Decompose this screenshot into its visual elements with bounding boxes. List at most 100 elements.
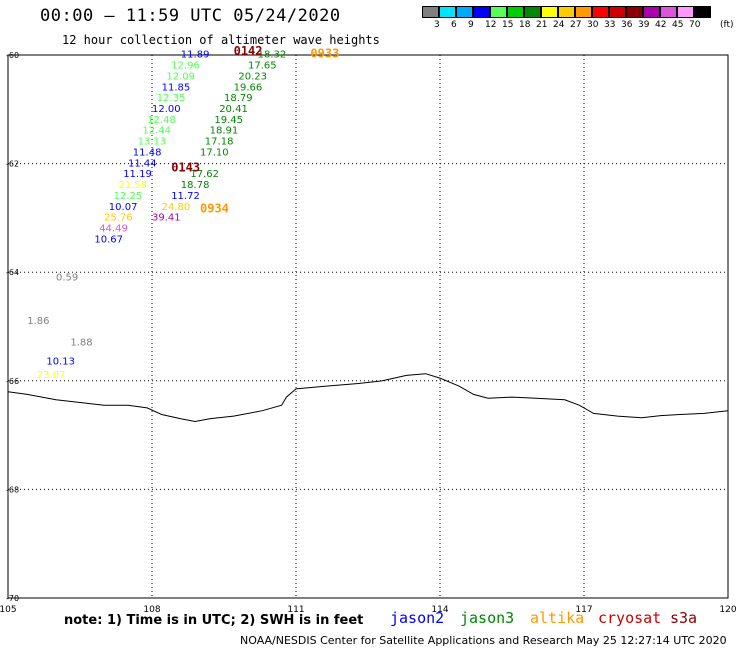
map-subtitle: 12 hour collection of altimeter wave hei… (62, 33, 380, 47)
map-title: 00:00 – 11:59 UTC 05/24/2020 (40, 6, 341, 26)
colorbar-label: 42 (655, 20, 667, 30)
legend-item-cryosat: cryosat (598, 609, 662, 627)
colorbar (422, 6, 711, 18)
colorbar-swatch (558, 6, 575, 18)
pass-time-label: 0143 (171, 161, 200, 175)
lat-tick-label: -68 (6, 485, 19, 494)
legend-item-altika: altika (530, 609, 585, 627)
colorbar-label: 36 (621, 20, 633, 30)
colorbar-swatch (473, 6, 490, 18)
lon-tick-label: 111 (287, 605, 304, 615)
lon-tick-label: 120 (719, 605, 736, 615)
wave-height-label: 24.80 (162, 202, 191, 213)
colorbar-label: 39 (638, 20, 650, 30)
wave-height-label: 12.25 (114, 191, 143, 202)
colorbar-swatch (592, 6, 609, 18)
wave-height-label: 12.96 (171, 61, 200, 72)
wave-height-label: 10.13 (46, 357, 75, 368)
wave-height-label: 18.78 (181, 180, 210, 191)
pass-time-label: 0934 (200, 201, 229, 215)
legend-item-s3a: s3a (670, 609, 698, 627)
colorbar-label: 70 (689, 20, 701, 30)
colorbar-unit: (ft) (720, 20, 734, 30)
colorbar-label: 12 (485, 20, 497, 30)
wave-height-label: 20.23 (238, 71, 267, 82)
wave-height-label: 11.48 (133, 147, 162, 158)
wave-height-label: 12.09 (166, 71, 195, 82)
wave-height-label: 12.00 (152, 104, 181, 115)
colorbar-label: 15 (502, 20, 514, 30)
lat-tick-label: -62 (6, 160, 19, 169)
colorbar-swatch (439, 6, 456, 18)
wave-height-label: 11.19 (123, 169, 152, 180)
colorbar-swatch (643, 6, 660, 18)
wave-height-label: 10.07 (109, 202, 138, 213)
legend-item-jason2: jason2 (390, 609, 445, 627)
colorbar-swatch (626, 6, 643, 18)
wave-height-label: 25.76 (104, 213, 133, 224)
lon-tick-label: 117 (575, 605, 592, 615)
wave-height-label: 0.59 (56, 272, 78, 283)
wave-height-label: 44.49 (99, 223, 128, 234)
lat-tick-label: -64 (6, 268, 19, 277)
wave-height-label: 11.44 (128, 158, 157, 169)
colorbar-swatch (609, 6, 626, 18)
map-frame (7, 54, 729, 599)
colorbar-label: 9 (468, 20, 474, 30)
wave-height-label: 11.89 (181, 50, 210, 61)
wave-height-label: 39.41 (152, 213, 181, 224)
colorbar-swatch (422, 6, 439, 18)
coastline (7, 373, 729, 423)
lon-tick-label: 114 (431, 605, 448, 615)
colorbar-label: 21 (536, 20, 548, 30)
wave-height-label: 17.62 (190, 169, 219, 180)
wave-height-label: 12.48 (147, 115, 176, 126)
colorbar-label: 18 (519, 20, 531, 30)
colorbar-swatch (694, 6, 711, 18)
colorbar-labels: 3 6 9 12 15 18 21 24 27 30 33 36 39 42 45 70 (ft) (422, 20, 740, 34)
colorbar-swatch (541, 6, 558, 18)
colorbar-label: 27 (570, 20, 582, 30)
lon-tick-label: 108 (143, 605, 160, 615)
wave-height-label: 19.45 (214, 115, 243, 126)
colorbar-swatch (456, 6, 473, 18)
wave-height-label: 17.10 (200, 147, 229, 158)
colorbar-swatch (660, 6, 677, 18)
pass-time-label: 0142 (234, 44, 263, 58)
wave-height-label: 18.91 (210, 126, 239, 137)
colorbar-swatch (507, 6, 524, 18)
colorbar-swatch (490, 6, 507, 18)
pass-time-label: 0933 (310, 47, 339, 61)
colorbar-label: 30 (587, 20, 599, 30)
wave-height-label: 19.66 (234, 82, 263, 93)
wave-height-label: 17.65 (248, 61, 277, 72)
wave-height-label: 13.13 (138, 137, 167, 148)
wave-height-label: 12.35 (157, 93, 186, 104)
colorbar-swatch (575, 6, 592, 18)
colorbar-label: 3 (434, 20, 440, 30)
wave-height-label: 12.44 (142, 126, 171, 137)
wave-height-label: 11.72 (171, 191, 200, 202)
wave-height-label: 21.58 (118, 180, 147, 191)
colorbar-label: 24 (553, 20, 565, 30)
colorbar-label: 45 (672, 20, 684, 30)
wave-height-label: 20.41 (219, 104, 248, 115)
legend-item-jason3: jason3 (460, 609, 515, 627)
wave-height-label: 1.88 (70, 338, 92, 349)
colorbar-label: 6 (451, 20, 457, 30)
lat-tick-label: -70 (6, 594, 19, 603)
credit-line: NOAA/NESDIS Center for Satellite Applica… (240, 634, 727, 647)
wave-height-label: 18.79 (224, 93, 253, 104)
lon-tick-label: 105 (0, 605, 17, 615)
wave-height-label: 17.18 (205, 137, 234, 148)
wave-height-label: 18.32 (258, 50, 287, 61)
wave-height-label: 11.85 (162, 82, 191, 93)
lat-tick-label: -66 (6, 377, 19, 386)
colorbar-label: 33 (604, 20, 616, 30)
wave-height-label: 23.07 (37, 370, 66, 381)
colorbar-swatch (677, 6, 694, 18)
lat-tick-label: -60 (6, 51, 19, 60)
footer-note: note: 1) Time is in UTC; 2) SWH is in fe… (64, 613, 364, 628)
colorbar-swatch (524, 6, 541, 18)
